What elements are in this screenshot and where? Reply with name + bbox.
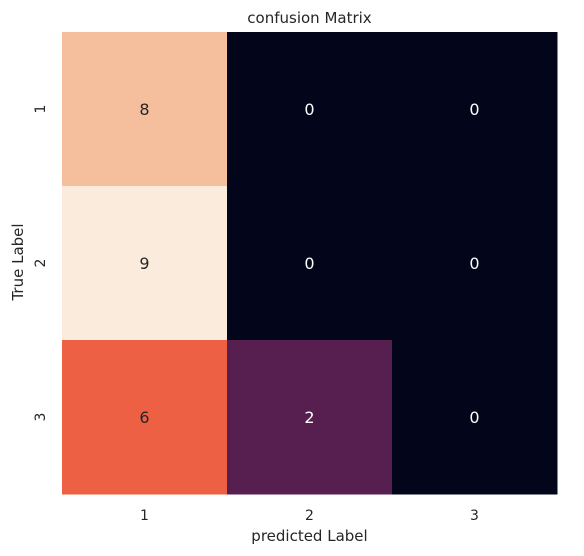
y-axis-ticks: 1 2 3	[33, 105, 49, 422]
cell-value-label: 8	[139, 100, 149, 119]
x-axis-ticks: 1 2 3	[140, 508, 479, 524]
heatmap-cell-2-1	[62, 186, 228, 341]
cell-value-label: 2	[304, 408, 314, 427]
chart-title: confusion Matrix	[247, 9, 372, 27]
y-tick-label: 1	[33, 105, 49, 114]
heatmap-cell-1-1	[62, 32, 228, 187]
heatmap-cell-3-3	[392, 340, 558, 495]
cell-value-label: 0	[469, 254, 479, 273]
heatmap-cell-1-2	[227, 32, 393, 187]
heatmap-cells: 8 0 0 9 0 0 6 2 0	[62, 32, 558, 495]
cell-value-label: 0	[469, 408, 479, 427]
y-tick-label: 2	[33, 259, 49, 268]
heatmap-cell-1-3	[392, 32, 558, 187]
cell-value-label: 0	[469, 100, 479, 119]
x-tick-label: 3	[470, 508, 479, 524]
cell-value-label: 6	[139, 408, 149, 427]
heatmap-cell-3-1	[62, 340, 228, 495]
heatmap-cell-2-3	[392, 186, 558, 341]
heatmap-cell-3-2	[227, 340, 393, 495]
y-axis-label: True Label	[9, 223, 27, 301]
heatmap-cell-2-2	[227, 186, 393, 341]
x-tick-label: 1	[140, 508, 149, 524]
cell-value-label: 9	[139, 254, 149, 273]
x-tick-label: 2	[305, 508, 314, 524]
x-axis-label: predicted Label	[251, 527, 367, 545]
cell-value-label: 0	[304, 254, 314, 273]
cell-value-label: 0	[304, 100, 314, 119]
y-tick-label: 3	[33, 413, 49, 422]
